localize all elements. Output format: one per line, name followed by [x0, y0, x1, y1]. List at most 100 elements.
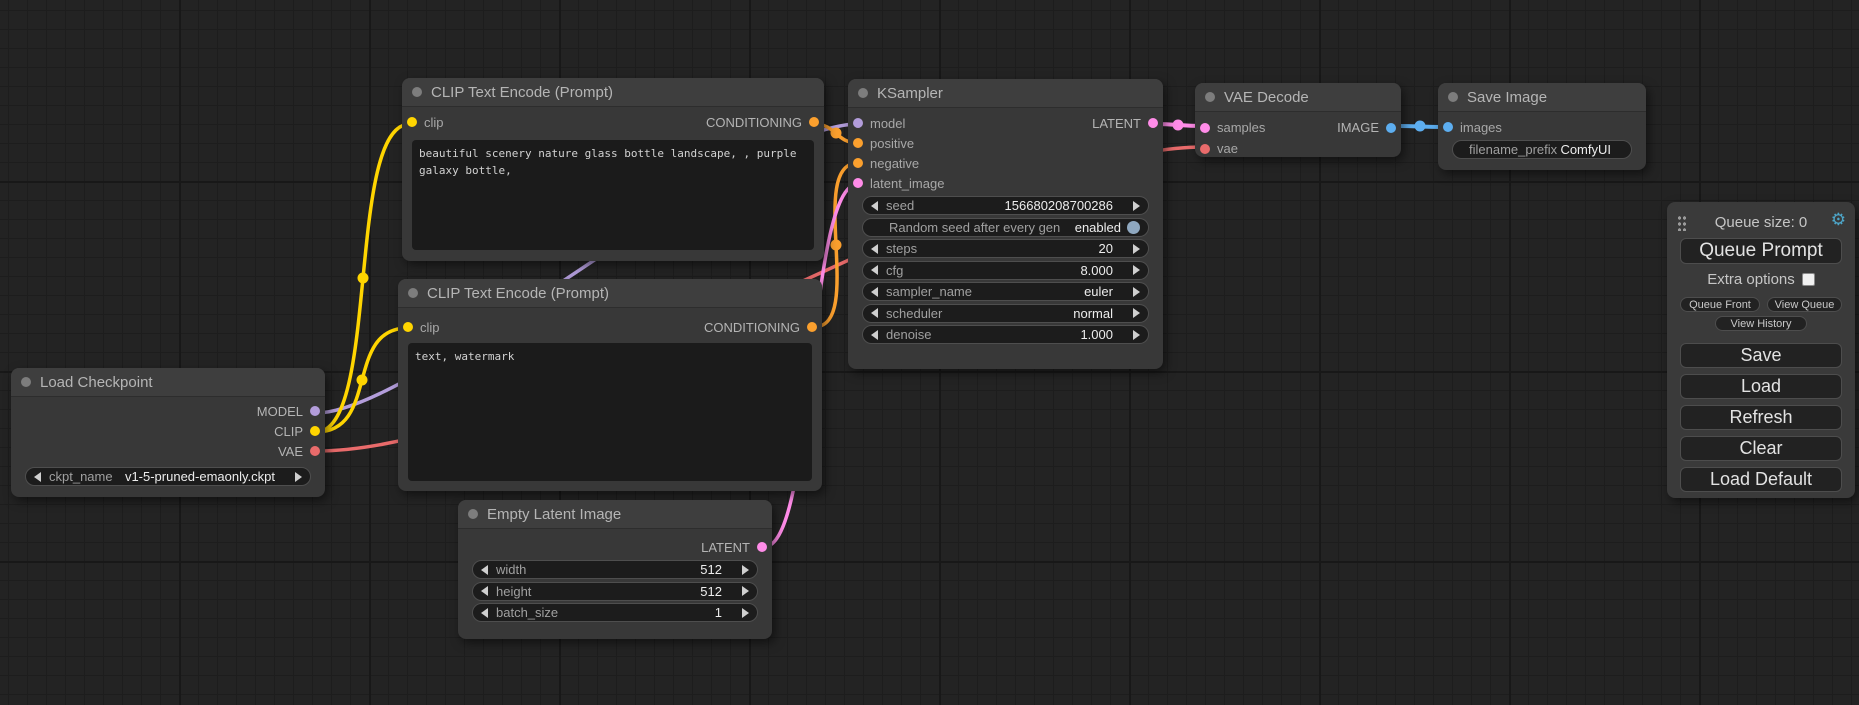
queue-panel[interactable]: Queue size: 0 ⚙ Queue Prompt Extra optio… [1667, 202, 1855, 498]
node-title-bar[interactable]: Load Checkpoint [11, 368, 325, 397]
input-port-clip[interactable] [403, 322, 413, 332]
input-label: clip [424, 114, 444, 130]
widget-width[interactable]: width 512 [472, 560, 758, 579]
widget-steps[interactable]: steps 20 [862, 239, 1149, 258]
view-queue-button[interactable]: View Queue [1767, 297, 1842, 312]
widget-value: normal [1073, 305, 1113, 321]
queue-prompt-button[interactable]: Queue Prompt [1680, 238, 1842, 264]
input-label: latent_image [870, 175, 945, 191]
node-vae-decode[interactable]: VAE Decode samples vae IMAGE [1195, 83, 1401, 157]
toggle-knob-icon[interactable] [1127, 220, 1140, 234]
refresh-button[interactable]: Refresh [1680, 405, 1842, 430]
decrement-arrow-icon[interactable] [871, 200, 878, 211]
widget-height[interactable]: height 512 [472, 581, 758, 601]
node-title-bar[interactable]: Empty Latent Image [458, 500, 772, 529]
decrement-arrow-icon[interactable] [871, 243, 878, 254]
increment-arrow-icon[interactable] [1133, 286, 1140, 297]
input-port-latent-image[interactable] [853, 178, 863, 188]
input-port-clip[interactable] [407, 117, 417, 127]
node-load-checkpoint[interactable]: Load Checkpoint MODEL CLIP VAE ckpt_name… [11, 368, 325, 497]
decrement-arrow-icon[interactable] [481, 564, 488, 575]
settings-gear-icon[interactable]: ⚙ [1830, 210, 1846, 229]
increment-arrow-icon[interactable] [1133, 329, 1140, 340]
output-port-clip[interactable] [310, 426, 320, 436]
increment-arrow-icon[interactable] [1133, 265, 1140, 275]
widget-filename-prefix[interactable]: filename_prefix ComfyUI [1452, 139, 1632, 159]
decrement-arrow-icon[interactable] [871, 329, 878, 340]
widget-ckpt-name[interactable]: ckpt_name v1-5-pruned-emaonly.ckpt [25, 467, 311, 486]
input-label: images [1460, 119, 1502, 135]
output-port-conditioning[interactable] [807, 322, 817, 332]
increment-arrow-icon[interactable] [1133, 200, 1140, 211]
input-port-negative[interactable] [853, 158, 863, 168]
extra-options-checkbox[interactable] [1801, 273, 1815, 286]
prompt-textarea[interactable]: text, watermark [408, 343, 812, 481]
node-title-bar[interactable]: Save Image [1438, 83, 1646, 112]
collapse-dot-icon[interactable] [408, 288, 418, 298]
decrement-arrow-icon[interactable] [871, 265, 878, 275]
output-port-conditioning[interactable] [809, 117, 819, 127]
input-row-samples: samples [1195, 117, 1401, 138]
decrement-arrow-icon[interactable] [481, 607, 488, 618]
link-middot [1172, 119, 1184, 131]
queue-front-button[interactable]: Queue Front [1680, 297, 1760, 312]
collapse-dot-icon[interactable] [21, 377, 31, 387]
collapse-dot-icon[interactable] [1448, 92, 1458, 102]
link-middot [357, 272, 369, 284]
output-port-image[interactable] [1386, 122, 1396, 133]
node-clip-text-encode-negative[interactable]: CLIP Text Encode (Prompt) clip CONDITION… [398, 279, 822, 491]
output-label: LATENT [1092, 115, 1141, 131]
load-default-button[interactable]: Load Default [1680, 467, 1842, 492]
output-port-latent[interactable] [1148, 118, 1158, 128]
load-button[interactable]: Load [1680, 374, 1842, 399]
output-port-vae[interactable] [310, 446, 320, 456]
collapse-dot-icon[interactable] [1205, 92, 1215, 102]
input-port-samples[interactable] [1200, 122, 1210, 133]
clear-button[interactable]: Clear [1680, 436, 1842, 461]
widget-denoise[interactable]: denoise 1.000 [862, 325, 1149, 344]
input-port-images[interactable] [1443, 122, 1453, 132]
increment-arrow-icon[interactable] [742, 607, 749, 618]
input-row-positive: positive [848, 133, 1163, 153]
node-title-bar[interactable]: CLIP Text Encode (Prompt) [402, 78, 824, 107]
output-port-latent[interactable] [757, 542, 767, 552]
widget-scheduler[interactable]: scheduler normal [862, 303, 1149, 323]
collapse-dot-icon[interactable] [858, 88, 868, 98]
increment-arrow-icon[interactable] [742, 586, 749, 596]
widget-cfg[interactable]: cfg 8.000 [862, 260, 1149, 280]
view-history-button[interactable]: View History [1715, 316, 1807, 331]
save-button[interactable]: Save [1680, 343, 1842, 368]
increment-arrow-icon[interactable] [295, 471, 302, 482]
increment-arrow-icon[interactable] [1133, 308, 1140, 318]
node-title: Save Image [1467, 88, 1548, 106]
node-ksampler[interactable]: KSampler model positive negative latent_… [848, 79, 1163, 369]
output-port-model[interactable] [310, 406, 320, 416]
input-label: clip [420, 319, 440, 335]
widget-sampler-name[interactable]: sampler_name euler [862, 282, 1149, 301]
input-port-positive[interactable] [853, 138, 863, 148]
node-save-image[interactable]: Save Image images filename_prefix ComfyU… [1438, 83, 1646, 170]
increment-arrow-icon[interactable] [1133, 243, 1140, 254]
node-title: KSampler [877, 84, 943, 102]
input-row-negative: negative [848, 153, 1163, 173]
decrement-arrow-icon[interactable] [34, 471, 41, 482]
widget-batch-size[interactable]: batch_size 1 [472, 603, 758, 622]
decrement-arrow-icon[interactable] [871, 286, 878, 297]
prompt-textarea[interactable]: beautiful scenery nature glass bottle la… [412, 140, 814, 250]
increment-arrow-icon[interactable] [742, 564, 749, 575]
widget-random-seed-toggle[interactable]: Random seed after every gen enabled [862, 217, 1149, 237]
widget-seed[interactable]: seed 156680208700286 [862, 196, 1149, 215]
decrement-arrow-icon[interactable] [871, 308, 878, 318]
node-title-bar[interactable]: CLIP Text Encode (Prompt) [398, 279, 822, 308]
node-title-bar[interactable]: KSampler [848, 79, 1163, 108]
drag-handle-icon[interactable] [1677, 215, 1687, 231]
collapse-dot-icon[interactable] [412, 87, 422, 97]
input-port-model[interactable] [853, 118, 863, 128]
node-title-bar[interactable]: VAE Decode [1195, 83, 1401, 112]
node-empty-latent-image[interactable]: Empty Latent Image LATENT width 512 heig… [458, 500, 772, 639]
node-clip-text-encode-positive[interactable]: CLIP Text Encode (Prompt) clip CONDITION… [402, 78, 824, 261]
decrement-arrow-icon[interactable] [481, 586, 488, 596]
collapse-dot-icon[interactable] [468, 509, 478, 519]
input-port-vae[interactable] [1200, 143, 1210, 154]
